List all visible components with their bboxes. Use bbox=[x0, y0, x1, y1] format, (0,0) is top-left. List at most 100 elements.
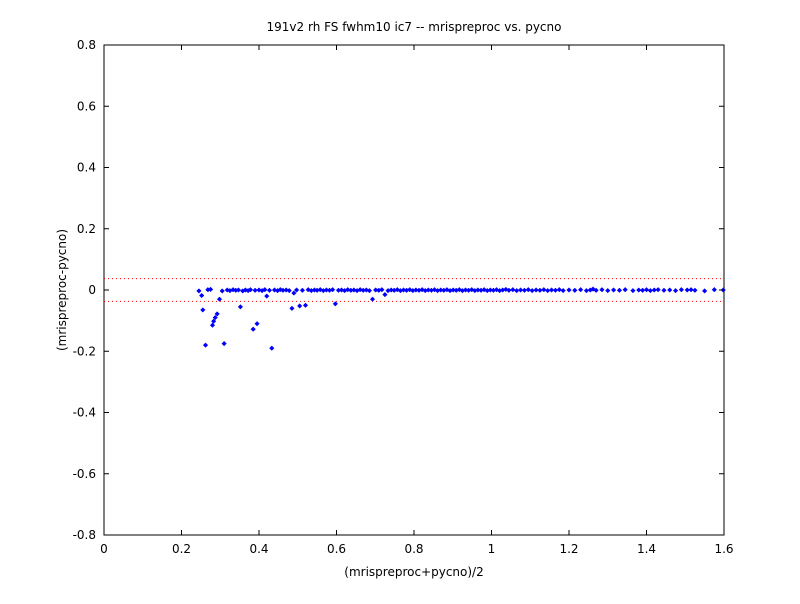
data-point bbox=[655, 287, 661, 293]
data-point bbox=[329, 287, 336, 293]
data-point bbox=[636, 287, 642, 293]
data-point bbox=[291, 290, 297, 296]
x-tick-label: 1.2 bbox=[559, 542, 578, 556]
data-point bbox=[672, 287, 679, 294]
data-point bbox=[299, 287, 306, 293]
data-point bbox=[599, 287, 605, 293]
x-tick-label: 0.6 bbox=[327, 542, 346, 556]
data-point bbox=[661, 287, 667, 293]
data-point bbox=[548, 287, 555, 293]
data-point bbox=[202, 342, 209, 348]
data-point bbox=[692, 287, 698, 293]
data-point bbox=[566, 287, 572, 293]
data-point bbox=[302, 302, 309, 308]
reference-lines bbox=[104, 278, 724, 302]
data-point bbox=[510, 287, 516, 293]
x-tick-label: 1.6 bbox=[714, 542, 733, 556]
data-point bbox=[651, 287, 657, 293]
y-tick-label: 0.8 bbox=[77, 38, 96, 52]
data-point bbox=[678, 287, 685, 293]
x-tick-label: 0.4 bbox=[249, 542, 268, 556]
data-point bbox=[332, 301, 338, 307]
x-tick-label: 0.8 bbox=[404, 542, 423, 556]
data-point bbox=[266, 287, 273, 293]
data-point bbox=[219, 288, 225, 294]
data-point bbox=[379, 287, 385, 293]
data-point bbox=[214, 311, 220, 317]
data-point bbox=[200, 307, 206, 313]
data-point bbox=[394, 287, 400, 293]
y-tick-label: 0 bbox=[88, 283, 96, 297]
data-point bbox=[610, 287, 617, 293]
data-point bbox=[688, 287, 694, 293]
y-axis-ticks: 0.8 0.6 0.4 0.2 0 -0.2 -0.4 -0.6 -0.8 bbox=[73, 38, 724, 542]
data-point bbox=[221, 340, 227, 347]
data-point bbox=[209, 322, 216, 328]
data-point bbox=[252, 287, 258, 293]
data-point bbox=[207, 286, 214, 293]
data-point bbox=[572, 287, 578, 293]
data-points bbox=[196, 286, 726, 351]
data-point bbox=[556, 287, 562, 293]
y-tick-label: 0.4 bbox=[77, 161, 96, 175]
y-axis-label: (mrispreproc-pycno) bbox=[55, 229, 69, 351]
y-tick-label: 0.2 bbox=[77, 222, 96, 236]
data-point bbox=[196, 288, 202, 294]
y-tick-label: -0.2 bbox=[73, 344, 96, 358]
data-point bbox=[560, 287, 566, 294]
x-tick-label: 0 bbox=[100, 542, 108, 556]
data-point bbox=[667, 287, 673, 293]
data-point bbox=[247, 287, 254, 293]
x-axis-label: (mrispreproc+pycno)/2 bbox=[344, 565, 483, 579]
chart-title: 191v2 rh FS fwhm10 ic7 -- mrispreproc vs… bbox=[267, 20, 562, 34]
data-point bbox=[525, 287, 531, 293]
data-point bbox=[541, 287, 547, 293]
data-point bbox=[289, 305, 295, 312]
data-point bbox=[577, 287, 584, 293]
data-point bbox=[517, 287, 524, 293]
data-point bbox=[297, 303, 303, 309]
data-point bbox=[262, 287, 268, 293]
data-point bbox=[235, 287, 242, 293]
data-point bbox=[382, 291, 388, 298]
y-tick-label: -0.6 bbox=[73, 467, 96, 481]
data-point bbox=[293, 287, 300, 293]
data-point bbox=[286, 287, 292, 294]
y-tick-label: -0.4 bbox=[73, 406, 96, 420]
data-point bbox=[469, 287, 475, 293]
data-point bbox=[369, 296, 376, 302]
x-tick-label: 1 bbox=[488, 542, 496, 556]
data-point bbox=[630, 287, 636, 294]
data-point bbox=[533, 287, 539, 293]
data-point bbox=[305, 287, 311, 293]
data-point bbox=[237, 304, 244, 310]
y-tick-label: 0.6 bbox=[77, 99, 96, 113]
data-point bbox=[503, 286, 509, 293]
data-point bbox=[407, 287, 413, 293]
data-point bbox=[593, 287, 599, 293]
y-tick-label: -0.8 bbox=[73, 528, 96, 542]
data-point bbox=[622, 287, 628, 293]
x-axis-ticks: 0 0.2 0.4 0.6 0.8 1 1.2 1.4 1.6 bbox=[100, 45, 734, 556]
x-tick-label: 0.2 bbox=[172, 542, 191, 556]
data-point bbox=[198, 292, 205, 299]
data-point bbox=[701, 288, 708, 294]
data-point bbox=[684, 287, 690, 293]
data-point bbox=[456, 287, 462, 293]
data-point bbox=[711, 287, 717, 293]
data-point bbox=[254, 321, 260, 327]
data-point bbox=[211, 318, 217, 324]
data-point bbox=[643, 287, 650, 293]
data-point bbox=[366, 287, 373, 294]
x-tick-label: 1.4 bbox=[637, 542, 656, 556]
data-point bbox=[269, 345, 275, 351]
data-point bbox=[250, 326, 256, 332]
data-point bbox=[345, 287, 351, 293]
data-point bbox=[212, 314, 218, 321]
data-point bbox=[264, 293, 270, 299]
data-point bbox=[363, 287, 369, 293]
data-point bbox=[616, 287, 623, 293]
data-point bbox=[216, 296, 223, 302]
